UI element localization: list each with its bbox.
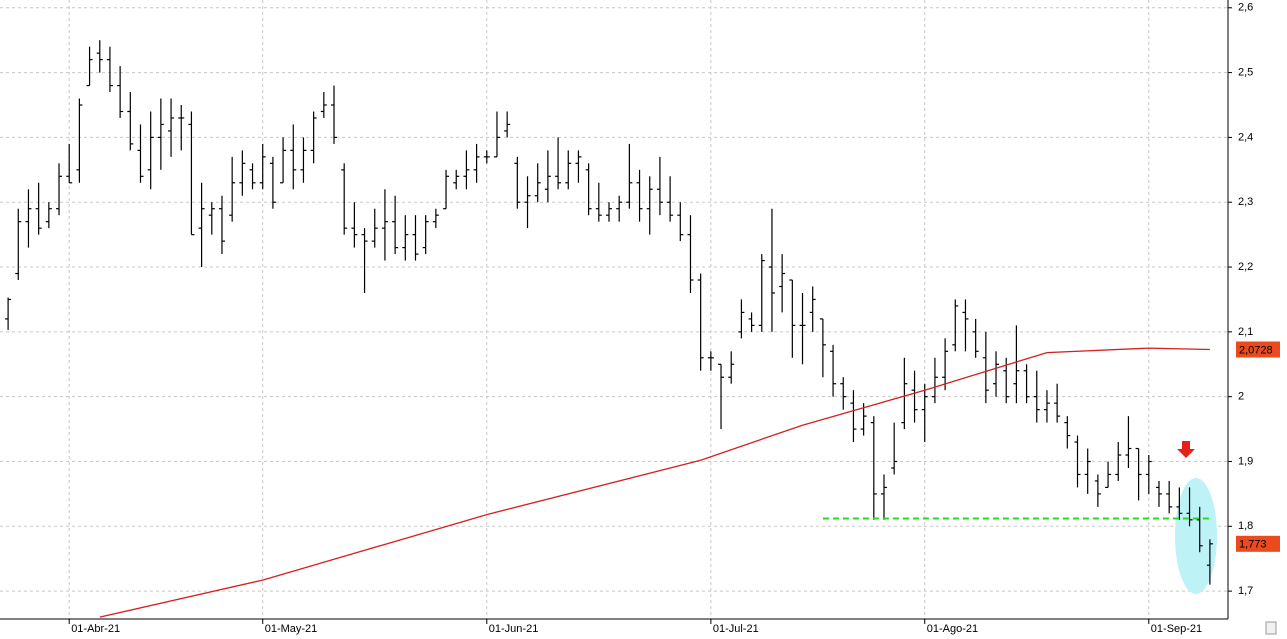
corner-icon[interactable] xyxy=(1265,621,1277,635)
x-tick-label: 01-May-21 xyxy=(265,623,318,635)
y-tick-label: 2,3 xyxy=(1238,196,1253,208)
y-tick-label: 1,8 xyxy=(1238,520,1253,532)
y-tick-label: 2,6 xyxy=(1238,2,1253,14)
y-tick-label: 2,2 xyxy=(1238,261,1253,273)
x-tick-label: 01-Ago-21 xyxy=(927,623,978,635)
axis-labels: 1,7 1,8 1,9 2 2,1 2,2 2,3 2,4 2,5 2,6 01-Abr-21 01-… xyxy=(68,2,1280,635)
y-tick-label: 2,5 xyxy=(1238,67,1253,79)
overlays xyxy=(99,347,1210,618)
x-tick-label: 01-Jun-21 xyxy=(489,623,539,635)
y-tick-label: 2,4 xyxy=(1238,131,1253,143)
moving-average xyxy=(99,347,1210,618)
grid xyxy=(0,0,1228,619)
bars xyxy=(5,40,1213,585)
y-tick-label: 1,7 xyxy=(1238,585,1253,597)
price-flag xyxy=(1236,535,1280,552)
price-flag xyxy=(1236,341,1280,358)
price-flag-label: 1,773 xyxy=(1239,539,1267,551)
x-tick-label: 01-Abr-21 xyxy=(71,623,120,635)
x-tick-label: 01-Sep-21 xyxy=(1151,623,1202,635)
x-tick-label: 01-Jul-21 xyxy=(713,623,759,635)
price-flag-label: 2,0728 xyxy=(1239,344,1273,356)
highlight-ellipse xyxy=(1175,478,1217,594)
y-tick-label: 1,9 xyxy=(1238,455,1253,467)
y-tick-label: 2,1 xyxy=(1238,326,1253,338)
y-tick-label: 2 xyxy=(1238,391,1244,403)
down-arrow xyxy=(1177,441,1195,458)
